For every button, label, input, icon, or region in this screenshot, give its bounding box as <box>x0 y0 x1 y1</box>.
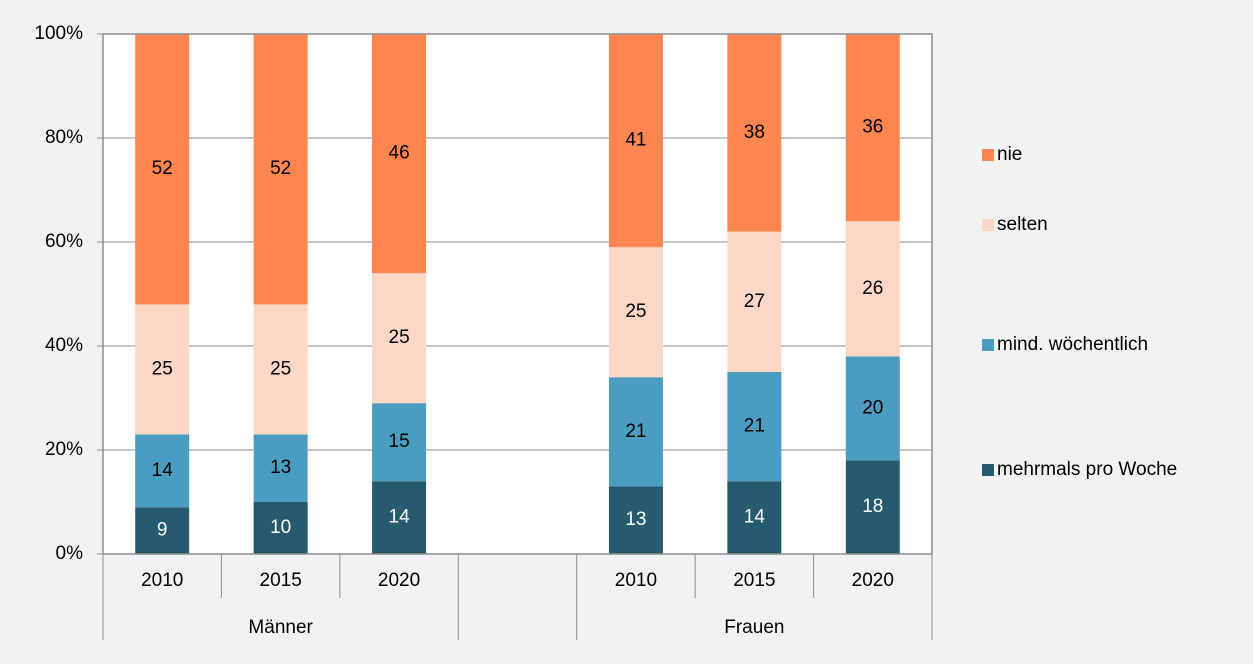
bar-segment <box>845 221 900 357</box>
y-tick-label: 60% <box>45 231 83 252</box>
x-tick-label: 2010 <box>141 570 183 591</box>
data-label: 15 <box>389 431 410 452</box>
legend-marker <box>982 339 994 351</box>
data-label: 25 <box>625 301 646 322</box>
legend-marker <box>982 464 994 476</box>
bar-segment <box>727 481 782 554</box>
legend-label: selten <box>997 214 1048 235</box>
data-label: 25 <box>152 358 173 379</box>
group-label: Frauen <box>724 617 784 638</box>
plot-border <box>102 33 933 555</box>
data-label: 52 <box>152 158 173 179</box>
x-tick-label: 2020 <box>378 570 420 591</box>
data-label: 10 <box>270 517 291 538</box>
bar-segment <box>608 247 663 378</box>
data-label: 21 <box>744 416 765 437</box>
bar-segment <box>845 460 900 554</box>
bar-segment <box>727 231 782 372</box>
data-label: 41 <box>625 130 646 151</box>
bar-segment <box>372 481 427 554</box>
bar-segment <box>608 377 663 487</box>
bar-segment <box>372 273 427 404</box>
bar-segment <box>253 304 308 435</box>
y-tick-label: 40% <box>45 335 83 356</box>
y-tick-label: 0% <box>56 543 84 564</box>
bar-segment <box>372 403 427 482</box>
x-tick-label: 2010 <box>615 570 657 591</box>
data-label: 14 <box>744 507 766 528</box>
x-tick-label: 2015 <box>733 570 775 591</box>
legend-label: mind. wöchentlich <box>997 334 1148 355</box>
data-label: 46 <box>389 143 410 164</box>
y-tick-label: 100% <box>34 23 83 44</box>
legend-marker <box>982 149 994 161</box>
plot-area <box>103 34 932 554</box>
legend-label: nie <box>997 144 1022 165</box>
data-label: 13 <box>625 509 646 530</box>
data-label: 25 <box>270 358 291 379</box>
bar-segment <box>135 304 190 435</box>
x-tick-label: 2015 <box>260 570 302 591</box>
data-label: 36 <box>862 117 883 138</box>
data-label: 21 <box>625 421 646 442</box>
data-label: 18 <box>862 496 883 517</box>
data-label: 38 <box>744 122 765 143</box>
bar-segment <box>135 434 190 508</box>
data-label: 14 <box>389 507 411 528</box>
legend-marker <box>982 219 994 231</box>
y-tick-label: 20% <box>45 439 83 460</box>
group-label: Männer <box>248 617 313 638</box>
y-tick-label: 80% <box>45 127 83 148</box>
data-label: 25 <box>389 327 410 348</box>
bar-segment <box>253 434 308 502</box>
bar-segment <box>135 507 190 554</box>
bar-segment <box>845 34 900 222</box>
bar-segment <box>253 502 308 554</box>
bar-segment <box>727 372 782 482</box>
bar-segment <box>135 34 190 305</box>
bar-segment <box>253 34 308 305</box>
data-label: 26 <box>862 278 883 299</box>
data-label: 20 <box>862 397 883 418</box>
data-label: 9 <box>157 520 168 541</box>
bar-segment <box>372 34 427 274</box>
data-label: 14 <box>152 460 174 481</box>
data-label: 52 <box>270 158 291 179</box>
bar-segment <box>727 34 782 232</box>
bar-segment <box>608 34 663 248</box>
bar-segment <box>608 486 663 554</box>
x-tick-label: 2020 <box>852 570 894 591</box>
data-label: 27 <box>744 291 765 312</box>
legend-label: mehrmals pro Woche <box>997 459 1177 480</box>
data-label: 13 <box>270 457 291 478</box>
bar-segment <box>845 356 900 461</box>
